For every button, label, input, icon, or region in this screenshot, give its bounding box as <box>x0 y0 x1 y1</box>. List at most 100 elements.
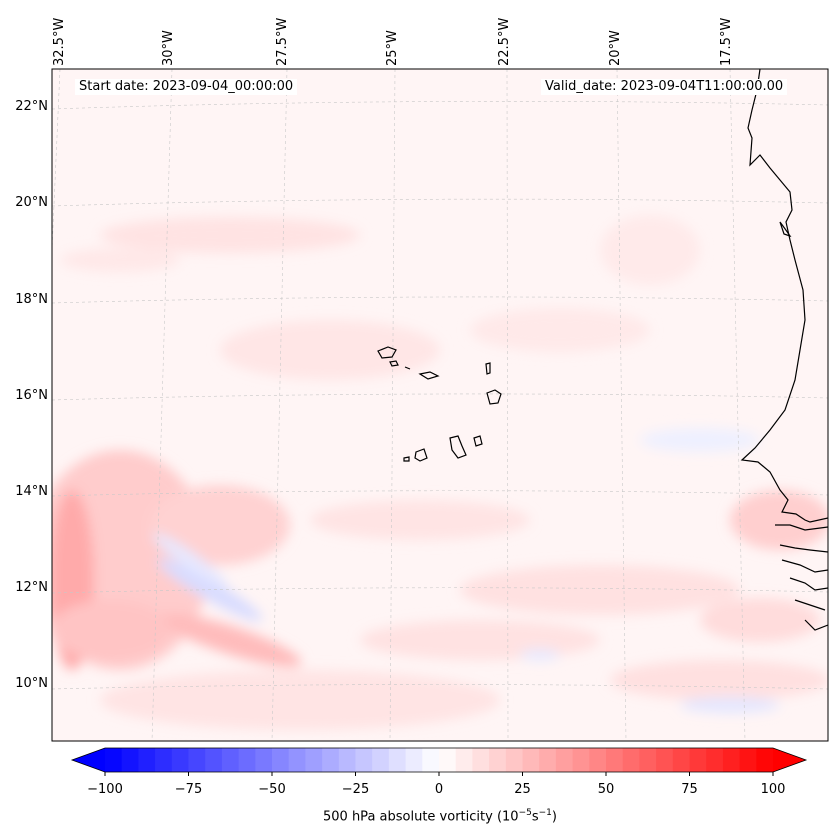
vort-blob <box>152 533 228 587</box>
colorbar-bin <box>689 748 707 772</box>
colorbar-tick-label: −100 <box>87 782 123 797</box>
vort-blob <box>100 217 360 253</box>
vort-blob <box>600 215 700 285</box>
vort-blob <box>700 598 820 642</box>
colorbar-bin <box>138 748 156 772</box>
lon-label: 27.5°W <box>275 17 290 66</box>
island-sao-nicolau <box>418 371 440 380</box>
colorbar-label: 500 hPa absolute vorticity (10−5s−1) <box>323 808 557 825</box>
vorticity-field <box>52 69 828 741</box>
vort-blob <box>680 697 780 713</box>
colorbar-bin <box>205 748 223 772</box>
colorbar-bin <box>722 748 741 772</box>
colorbar-bin <box>121 748 139 772</box>
colorbar-tick-label: 50 <box>597 782 615 797</box>
colorbar-bin <box>572 748 590 772</box>
vort-blob <box>52 600 170 660</box>
lon-label: 32.5°W <box>52 17 67 66</box>
vort-blob <box>460 565 740 615</box>
colorbar-bin <box>388 748 407 772</box>
colorbar-bin <box>455 748 473 772</box>
colorbar-tick-label: 100 <box>760 782 786 797</box>
colorbar-tick-label: 25 <box>514 782 531 797</box>
lon-label: 30°W <box>161 30 176 66</box>
colorbar-bin <box>221 748 240 772</box>
colorbar-bin <box>322 748 340 772</box>
colorbar-tick-label: −50 <box>258 782 286 797</box>
colorbar-bin <box>105 748 123 772</box>
vort-blob <box>100 670 500 730</box>
vort-blob <box>520 649 560 661</box>
lat-label: 16°N <box>15 388 48 403</box>
vort-blob <box>640 428 760 452</box>
lat-label: 10°N <box>15 676 48 691</box>
lat-label: 20°N <box>15 195 48 210</box>
colorbar-bin <box>439 748 457 772</box>
colorbar-bin <box>706 748 724 772</box>
vort-blob <box>220 320 440 380</box>
colorbar-extend-min <box>72 748 105 772</box>
start-date-label: Start date: 2023-09-04_00:00:00 <box>75 79 298 95</box>
lon-label: 20°W <box>608 30 623 66</box>
colorbar-tick-label: 75 <box>681 782 698 797</box>
colorbar-bin <box>238 748 256 772</box>
valid-date-label: Valid_date: 2023-09-04T11:00:00.00 <box>541 79 788 95</box>
coastline <box>740 69 828 631</box>
colorbar-bin <box>739 748 757 772</box>
colorbar-extend-max <box>773 748 806 772</box>
colorbar-bin <box>522 748 540 772</box>
colorbar-tick-label: −25 <box>341 782 370 797</box>
lat-label: 14°N <box>15 484 48 499</box>
island-boa-vista <box>486 389 502 405</box>
vort-blob <box>730 490 828 550</box>
vort-blob <box>310 500 530 540</box>
colorbar-bin <box>255 748 273 772</box>
colorbar-bin <box>672 748 691 772</box>
colorbar-bin <box>355 748 373 772</box>
lat-label: 22°N <box>15 99 48 114</box>
vort-blob <box>360 620 600 660</box>
colorbar-bin <box>422 748 440 772</box>
island-santo-antao <box>377 346 397 359</box>
colorbar-bin <box>155 748 173 772</box>
vort-blob <box>158 613 302 667</box>
island-brava <box>403 456 410 462</box>
vort-blob <box>60 248 180 272</box>
colorbar-bin <box>589 748 607 772</box>
colorbar <box>70 747 808 776</box>
island-sal <box>485 362 491 375</box>
lon-label: 22.5°W <box>497 17 512 66</box>
cape-verde-islands <box>377 346 502 462</box>
colorbar-bin <box>639 748 657 772</box>
lon-label: 25°W <box>385 30 400 66</box>
colorbar-bin <box>489 748 507 772</box>
lat-label: 18°N <box>15 292 48 307</box>
vort-blob <box>150 485 290 565</box>
vort-blob <box>610 660 828 700</box>
colorbar-bin <box>606 748 624 772</box>
island-maio <box>473 435 483 447</box>
island-santiago <box>449 435 467 459</box>
lat-label: 12°N <box>15 580 48 595</box>
colorbar-tick-label: 0 <box>434 782 444 797</box>
colorbar-bin <box>505 748 524 772</box>
colorbar-bin <box>756 748 774 772</box>
colorbar-bin <box>372 748 390 772</box>
colorbar-bin <box>171 748 190 772</box>
colorbar-bin <box>338 748 357 772</box>
colorbar-bin <box>305 748 323 772</box>
island-santa-luzia <box>404 366 411 370</box>
colorbar-bin <box>539 748 557 772</box>
colorbar-bin <box>272 748 290 772</box>
vort-blob <box>470 308 650 352</box>
colorbar-bin <box>405 748 423 772</box>
colorbar-bin <box>555 748 574 772</box>
colorbar-bin <box>622 748 640 772</box>
map-frame <box>51 68 829 742</box>
colorbar-bin <box>656 748 674 772</box>
island-fogo <box>414 448 428 462</box>
lon-label: 17.5°W <box>719 17 734 66</box>
colorbar-bin <box>288 748 306 772</box>
graticule <box>52 69 828 741</box>
